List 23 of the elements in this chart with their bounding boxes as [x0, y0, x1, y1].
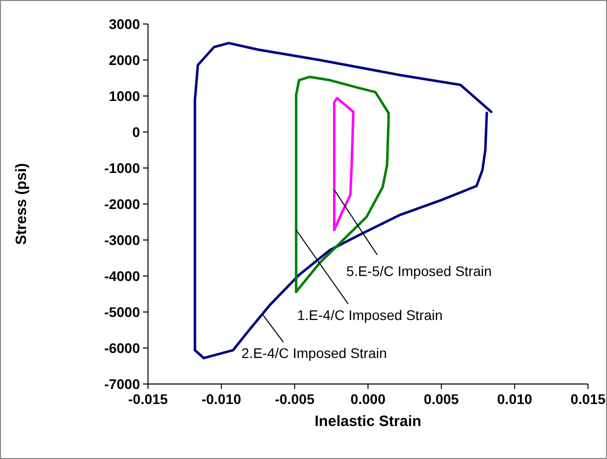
- x-tick-label: -0.010: [201, 391, 242, 407]
- y-tick-label: -5000: [104, 304, 140, 320]
- y-tick-label: 1000: [108, 88, 140, 104]
- x-axis-title: Inelastic Strain: [314, 413, 422, 430]
- y-tick-label: 3000: [108, 16, 140, 32]
- y-tick-label: -3000: [104, 232, 140, 248]
- x-tick-label: -0.015: [128, 391, 168, 407]
- y-tick-label: 2000: [108, 52, 140, 68]
- x-tick-label: 0.015: [570, 391, 606, 407]
- y-axis-title: Stress (psi): [13, 163, 30, 245]
- annotation: 2.E-4/C Imposed Strain: [241, 345, 387, 362]
- y-tick-label: -6000: [104, 340, 140, 356]
- x-tick-label: -0.005: [274, 391, 315, 407]
- x-tick-label: 0.005: [424, 391, 460, 407]
- y-tick-label: -1000: [104, 160, 140, 176]
- y-tick-label: 0: [132, 124, 140, 140]
- y-tick-label: -7000: [104, 376, 140, 392]
- x-tick-label: 0.010: [497, 391, 532, 407]
- x-tick-label: 0.000: [350, 391, 386, 407]
- y-tick-label: -4000: [104, 268, 140, 284]
- annotation: 5.E-5/C Imposed Strain: [346, 262, 492, 279]
- annotation: 1.E-4/C Imposed Strain: [297, 306, 443, 323]
- y-tick-label: -2000: [104, 196, 140, 212]
